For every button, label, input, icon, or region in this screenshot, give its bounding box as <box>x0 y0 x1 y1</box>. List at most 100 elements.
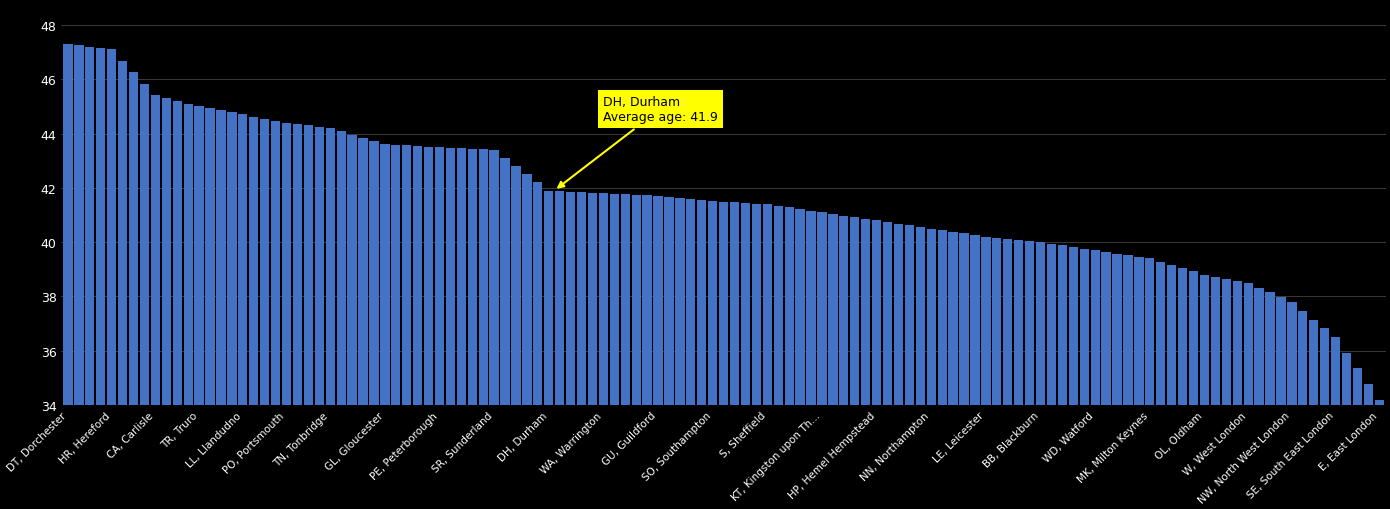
Bar <box>64 45 72 509</box>
Bar <box>249 117 259 509</box>
Bar <box>970 236 980 509</box>
Bar <box>238 115 247 509</box>
Bar <box>860 219 870 509</box>
Bar <box>1364 384 1373 509</box>
Bar <box>1168 265 1176 509</box>
Bar <box>676 199 684 509</box>
Bar <box>905 226 915 509</box>
Bar <box>227 113 236 509</box>
Bar <box>927 229 935 509</box>
Bar <box>1233 281 1241 509</box>
Bar <box>206 109 214 509</box>
Bar <box>730 203 739 509</box>
Bar <box>195 107 204 509</box>
Bar <box>271 121 281 509</box>
Bar <box>599 194 607 509</box>
Bar <box>1058 246 1068 509</box>
Bar <box>894 224 904 509</box>
Bar <box>1352 369 1362 509</box>
Bar <box>828 214 838 509</box>
Bar <box>1244 284 1252 509</box>
Bar <box>1320 329 1329 509</box>
Bar <box>566 192 575 509</box>
Bar <box>74 46 83 509</box>
Bar <box>118 62 128 509</box>
Bar <box>588 193 598 509</box>
Bar <box>851 218 859 509</box>
Bar <box>489 151 499 509</box>
Bar <box>840 216 848 509</box>
Bar <box>1101 252 1111 509</box>
Bar <box>708 202 717 509</box>
Bar <box>1015 240 1023 509</box>
Bar <box>478 150 488 509</box>
Bar <box>1276 298 1286 509</box>
Bar <box>795 210 805 509</box>
Bar <box>1004 239 1012 509</box>
Bar <box>543 191 553 509</box>
Bar <box>883 222 892 509</box>
Bar <box>916 228 924 509</box>
Bar <box>1375 400 1384 509</box>
Bar <box>774 206 783 509</box>
Bar <box>129 73 138 509</box>
Bar <box>140 85 149 509</box>
Bar <box>107 50 117 509</box>
Bar <box>1069 247 1079 509</box>
Bar <box>500 159 510 509</box>
Bar <box>1200 275 1209 509</box>
Bar <box>391 146 400 509</box>
Bar <box>872 221 881 509</box>
Bar <box>992 238 1001 509</box>
Bar <box>948 232 958 509</box>
Bar <box>1254 288 1264 509</box>
Bar <box>523 175 531 509</box>
Bar <box>457 149 466 509</box>
Bar <box>85 47 95 509</box>
Bar <box>1177 269 1187 509</box>
Bar <box>348 135 357 509</box>
Bar <box>1091 251 1099 509</box>
Bar <box>1211 277 1220 509</box>
Bar <box>784 208 794 509</box>
Bar <box>1287 302 1297 509</box>
Bar <box>741 204 751 509</box>
Bar <box>96 49 106 509</box>
Bar <box>282 123 291 509</box>
Bar <box>172 102 182 509</box>
Bar <box>314 127 324 509</box>
Bar <box>381 145 389 509</box>
Bar <box>304 126 313 509</box>
Bar <box>687 200 695 509</box>
Bar <box>1024 242 1034 509</box>
Bar <box>698 201 706 509</box>
Bar <box>446 148 455 509</box>
Bar <box>1309 320 1318 509</box>
Bar <box>937 231 947 509</box>
Bar <box>653 196 663 509</box>
Bar <box>435 148 445 509</box>
Bar <box>610 194 619 509</box>
Bar <box>424 147 434 509</box>
Bar <box>359 138 368 509</box>
Bar <box>150 96 160 509</box>
Bar <box>1145 259 1155 509</box>
Bar <box>402 146 411 509</box>
Bar <box>752 204 762 509</box>
Bar <box>1341 353 1351 509</box>
Bar <box>467 150 477 509</box>
Bar <box>555 192 564 509</box>
Bar <box>981 237 991 509</box>
Bar <box>664 197 674 509</box>
Bar <box>1330 337 1340 509</box>
Bar <box>293 125 302 509</box>
Bar <box>577 193 587 509</box>
Bar <box>642 196 652 509</box>
Bar <box>719 203 728 509</box>
Bar <box>1222 279 1232 509</box>
Bar <box>370 142 378 509</box>
Bar <box>1134 257 1144 509</box>
Bar <box>161 99 171 509</box>
Bar <box>1080 249 1088 509</box>
Bar <box>534 183 542 509</box>
